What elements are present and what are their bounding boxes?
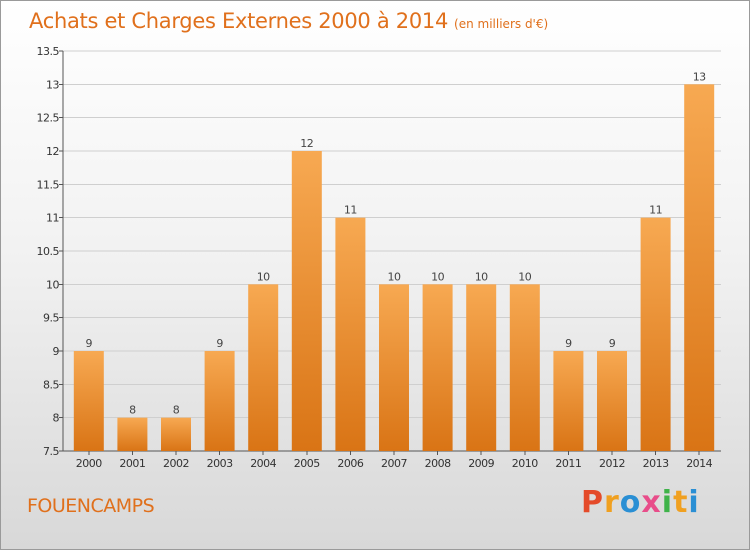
- data-label: 10: [431, 270, 444, 283]
- x-tick-label: 2000: [76, 457, 102, 470]
- data-label: 11: [649, 204, 662, 217]
- x-tick-label: 2012: [599, 457, 625, 470]
- bar-2003: [204, 351, 235, 451]
- y-tick-label: 9.5: [43, 312, 59, 325]
- x-tick-label: 2006: [337, 457, 363, 470]
- y-tick-label: 9: [53, 345, 60, 358]
- bar-2013: [640, 217, 671, 451]
- bar-2011: [553, 351, 584, 451]
- x-tick-label: 2013: [643, 457, 669, 470]
- brand-letter: P: [581, 485, 604, 520]
- x-tick-label: 2011: [555, 457, 581, 470]
- bar-2001: [117, 417, 148, 451]
- bar-2004: [248, 284, 279, 451]
- data-label: 8: [173, 404, 180, 417]
- x-tick-label: 2010: [512, 457, 538, 470]
- axes: 7.5 8 8.5 9 9.5 10 10.5 11 11.5 12 12.5 13 13.5 2000 2…: [37, 45, 721, 470]
- data-label: 11: [344, 204, 357, 217]
- x-tick-label: 2014: [686, 457, 712, 470]
- data-label: 10: [257, 270, 270, 283]
- y-tick-label: 12: [46, 145, 59, 158]
- brand-letter: t: [673, 485, 689, 520]
- y-tick-label: 11: [46, 212, 59, 225]
- data-label: 9: [216, 337, 223, 350]
- bars: [73, 84, 715, 451]
- data-label: 10: [388, 270, 401, 283]
- bar-2008: [422, 284, 453, 451]
- brand-letter: x: [641, 485, 662, 520]
- bar-2005: [291, 151, 322, 451]
- y-tick-label: 10: [46, 278, 59, 291]
- bar-2000: [73, 351, 104, 451]
- bar-2006: [335, 217, 366, 451]
- bar-2010: [509, 284, 540, 451]
- data-label: 12: [300, 137, 313, 150]
- x-tick-label: 2007: [381, 457, 407, 470]
- bar-2014: [684, 84, 715, 451]
- y-tick-label: 13: [46, 78, 59, 91]
- y-tick-label: 7.5: [43, 445, 59, 458]
- x-tick-label: 2001: [119, 457, 145, 470]
- y-tick-label: 8.5: [43, 378, 59, 391]
- data-label: 13: [693, 70, 706, 83]
- data-label: 9: [609, 337, 616, 350]
- chart-title: Achats et Charges Externes 2000 à 2014 (e…: [29, 9, 548, 33]
- bar-2007: [379, 284, 409, 451]
- x-tick-label: 2004: [250, 457, 276, 470]
- chart-unit: (en milliers d'€): [454, 17, 549, 31]
- brand-letter: i: [688, 485, 700, 520]
- y-tick-label: 10.5: [37, 245, 60, 258]
- bar-2009: [466, 284, 497, 451]
- x-tick-label: 2003: [207, 457, 233, 470]
- x-tick-label: 2008: [425, 457, 451, 470]
- brand-letter: i: [661, 485, 674, 520]
- bar-2012: [597, 351, 627, 451]
- data-labels: 9 8 8 9 10 12 11 10 10 10 10 9 9 11 13: [86, 70, 707, 416]
- y-tick-label: 12.5: [37, 112, 60, 125]
- data-label: 8: [129, 404, 136, 417]
- data-label: 9: [86, 337, 93, 350]
- location-name: FOUENCAMPS: [27, 495, 155, 517]
- data-label: 10: [475, 270, 488, 283]
- brand-letter: r: [604, 485, 620, 520]
- data-label: 9: [565, 337, 572, 350]
- y-tick-label: 11.5: [37, 178, 60, 191]
- x-tick-label: 2002: [163, 457, 189, 470]
- data-label: 10: [518, 270, 531, 283]
- brand-logo: Proxiti: [581, 485, 700, 520]
- brand-letter: o: [619, 485, 642, 520]
- title-text: Achats et Charges Externes 2000 à 2014: [29, 9, 449, 33]
- y-tick-label: 8: [53, 412, 60, 425]
- y-tick-label: 13.5: [37, 45, 60, 58]
- x-tick-label: 2005: [294, 457, 320, 470]
- x-tick-label: 2009: [468, 457, 494, 470]
- bar-2002: [161, 417, 191, 451]
